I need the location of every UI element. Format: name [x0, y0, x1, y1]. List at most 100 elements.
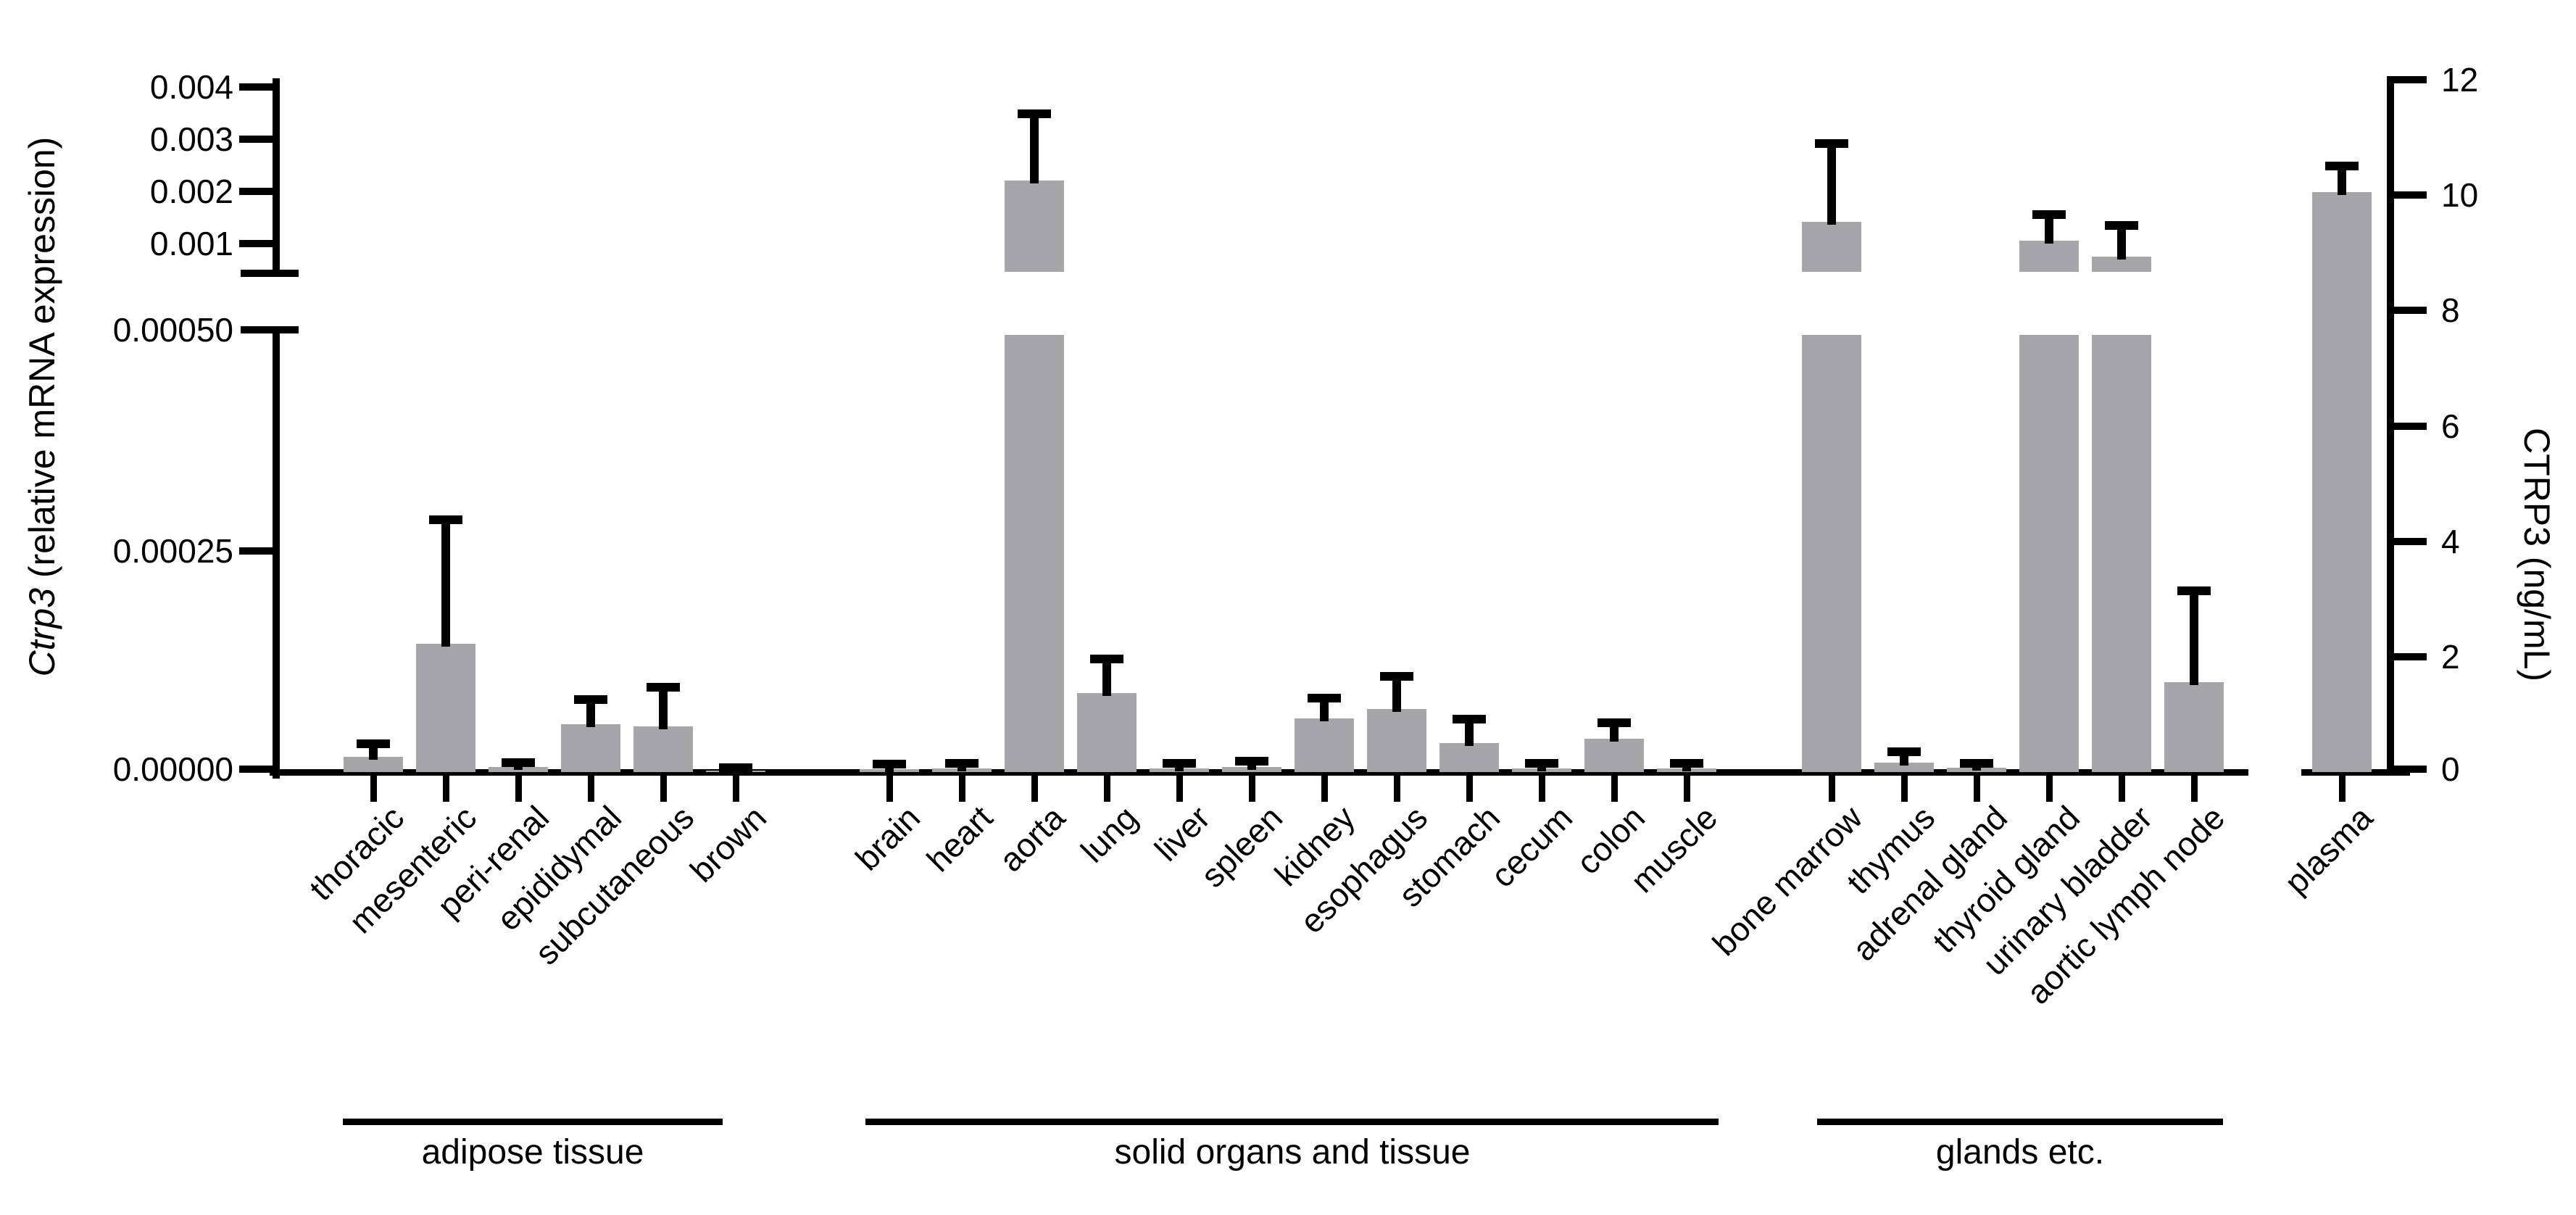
x-tick-colon: [1611, 776, 1618, 802]
left-axis-break-cap-lower: [241, 326, 299, 333]
left-axis-lower-spine: [273, 326, 280, 779]
right-axis-tick: [2394, 766, 2427, 773]
error-bar-bone-marrow-cap: [1815, 139, 1848, 149]
x-tick-thoracic: [370, 776, 377, 802]
bar-epididymal: [561, 724, 620, 772]
error-bar-kidney-stem: [1320, 697, 1329, 721]
left-axis-upper-tick: [239, 136, 273, 143]
error-bar-thyroid-gland-cap: [2032, 210, 2066, 220]
bar-thoracic: [344, 757, 403, 772]
x-tick-brain: [886, 776, 893, 802]
error-bar-mesenteric-cap: [429, 515, 462, 525]
error-bar-cecum-cap: [1525, 758, 1558, 768]
x-tick-peri-renal: [515, 776, 522, 802]
error-bar-kidney-cap: [1308, 693, 1341, 702]
left-axis-lower-tick-label: 0.00000: [112, 750, 233, 788]
group-label-0: adipose tissue: [421, 1133, 644, 1172]
error-bar-lung-stem: [1102, 658, 1111, 697]
x-axis-baseline: [270, 769, 2248, 776]
right-axis-tick-label: 0: [2441, 750, 2460, 788]
bar-aorta-upper-segment: [1005, 180, 1064, 272]
error-bar-aorta-cap: [1018, 109, 1051, 119]
x-tick-brown: [733, 776, 739, 802]
error-bar-stomach-cap: [1453, 714, 1486, 723]
error-bar-epididymal-stem: [586, 699, 595, 728]
error-bar-aorta-stem: [1030, 114, 1039, 183]
left-axis-lower-tick: [239, 547, 273, 555]
bar-thyroid-gland-upper-segment: [2019, 241, 2079, 272]
bar-mesenteric: [416, 644, 475, 772]
right-axis-tick-label: 4: [2441, 522, 2460, 560]
x-tick-subcutaneous: [660, 776, 667, 802]
right-axis-spine: [2387, 76, 2394, 776]
group-label-2: glands etc.: [1935, 1133, 2105, 1172]
bar-urinary-bladder-lower-segment: [2092, 335, 2151, 772]
bar-colon: [1584, 738, 1644, 772]
right-axis-tick-label: 2: [2441, 637, 2460, 676]
x-tick-adrenal-gland: [1974, 776, 1980, 802]
right-axis-tick: [2394, 307, 2427, 315]
bar-kidney: [1295, 718, 1354, 772]
bar-thymus: [1874, 762, 1934, 772]
x-tick-urinary-bladder: [2119, 776, 2125, 802]
right-axis-tick-label: 6: [2441, 407, 2460, 445]
right-axis-tick-label: 12: [2441, 61, 2479, 99]
error-bar-stomach-stem: [1465, 718, 1474, 746]
left-axis-upper-tick-label: 0.004: [149, 68, 233, 106]
bar-esophagus: [1367, 709, 1426, 772]
error-bar-epididymal-cap: [574, 694, 607, 704]
x-tick-liver: [1176, 776, 1183, 802]
x-tick-mesenteric: [443, 776, 449, 802]
right-axis-tick: [2394, 537, 2427, 545]
left-axis-upper-tick: [239, 240, 273, 247]
x-tick-epididymal: [588, 776, 594, 802]
x-tick-aorta: [1031, 776, 1038, 802]
x-tick-bone-marrow: [1829, 776, 1835, 802]
left-axis-lower-tick-label: 0.00050: [112, 311, 233, 349]
right-axis-tick: [2394, 191, 2427, 199]
error-bar-peri-renal-cap: [502, 758, 535, 767]
error-bar-brain-cap: [873, 760, 906, 769]
left-axis-upper-tick-label: 0.002: [149, 173, 233, 210]
x-tick-lung: [1104, 776, 1110, 802]
x-tick-spleen: [1249, 776, 1255, 802]
error-bar-spleen-cap: [1235, 757, 1268, 766]
left-axis-upper-spine: [273, 78, 280, 276]
x-tick-stomach: [1466, 776, 1473, 802]
error-bar-heart-cap: [945, 758, 979, 768]
x-tick-kidney: [1321, 776, 1328, 802]
error-bar-aortic-lymph-node-stem: [2190, 590, 2198, 685]
error-bar-adrenal-gland-cap: [1960, 758, 1993, 768]
left-axis-upper-tick: [239, 83, 273, 91]
error-bar-thymus-cap: [1887, 747, 1921, 756]
error-bar-lung-cap: [1090, 654, 1123, 663]
error-bar-subcutaneous-stem: [659, 687, 668, 729]
x-tick-thyroid-gland: [2046, 776, 2053, 802]
error-bar-colon-cap: [1597, 718, 1631, 727]
error-bar-mesenteric-stem: [441, 520, 450, 647]
error-bar-thyroid-gland-stem: [2045, 215, 2053, 244]
x-tick-plasma: [2339, 776, 2346, 802]
error-bar-colon-stem: [1610, 722, 1619, 742]
error-bar-muscle-cap: [1670, 758, 1703, 768]
bar-bone-marrow-upper-segment: [1802, 222, 1861, 272]
bar-thyroid-gland-lower-segment: [2019, 335, 2079, 772]
error-bar-plasma-stem: [2338, 166, 2346, 196]
left-axis-lower-tick-label: 0.00025: [112, 532, 233, 570]
x-tick-esophagus: [1394, 776, 1400, 802]
right-axis-top-cap: [2387, 76, 2427, 83]
error-bar-aortic-lymph-node-cap: [2177, 586, 2211, 595]
bar-bone-marrow-lower-segment: [1802, 335, 1861, 772]
x-tick-heart: [959, 776, 965, 802]
right-axis-tick-label: 8: [2441, 291, 2460, 330]
error-bar-urinary-bladder-stem: [2117, 225, 2126, 260]
group-underline-1: [865, 1119, 1719, 1125]
error-bar-esophagus-stem: [1392, 676, 1401, 713]
bar-stomach: [1439, 742, 1499, 772]
group-underline-0: [343, 1119, 723, 1125]
x-tick-aortic-lymph-node: [2191, 776, 2198, 802]
right-axis-tick: [2394, 422, 2427, 430]
error-bar-liver-cap: [1163, 758, 1196, 768]
bar-subcutaneous: [633, 726, 693, 772]
